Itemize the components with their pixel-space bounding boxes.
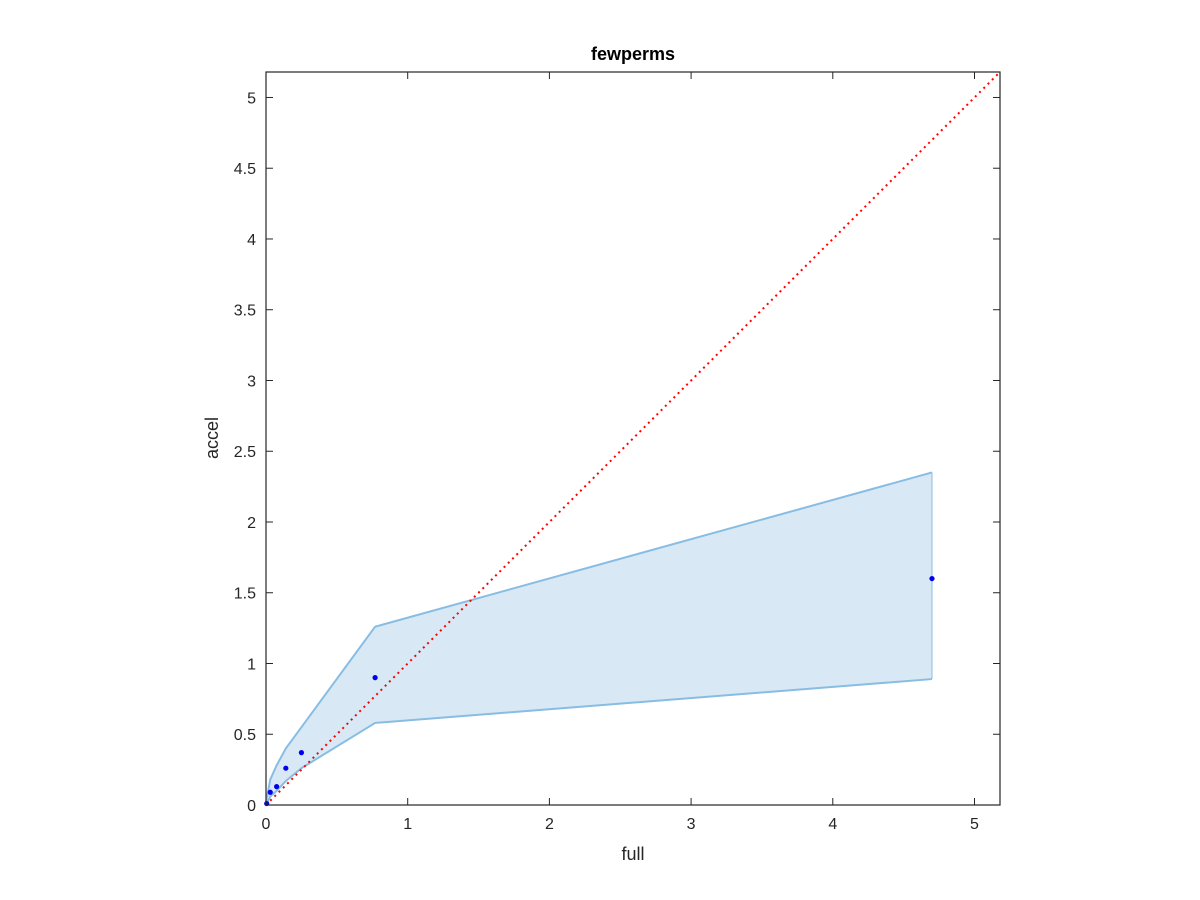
axes-box <box>265 71 1001 806</box>
y-tick-label: 4.5 <box>234 161 256 178</box>
y-tick-label: 4 <box>247 232 256 249</box>
axes <box>265 71 1001 806</box>
x-ticks: 0 1 2 3 4 5 <box>262 72 979 833</box>
band-upper-edge <box>265 471 933 803</box>
y-tick-label: 0.5 <box>234 727 256 744</box>
data-point <box>267 789 273 795</box>
data-points <box>264 575 935 807</box>
data-point <box>372 675 378 681</box>
confidence-band <box>265 471 933 806</box>
y-tick-label: 1 <box>247 656 256 673</box>
y-tick-label: 2 <box>247 515 256 532</box>
y-tick-label: 3.5 <box>234 303 256 320</box>
y-tick-label: 3 <box>247 373 256 390</box>
data-point <box>274 784 280 790</box>
chart-title: fewperms <box>591 44 675 64</box>
band-lower-edge <box>265 678 933 806</box>
y-tick-label: 0 <box>247 798 256 815</box>
reference-diagonal <box>265 71 1001 806</box>
x-tick-label: 0 <box>262 816 271 833</box>
y-axis-label: accel <box>202 417 222 459</box>
band-fill <box>266 472 932 805</box>
reference-line <box>265 71 1001 806</box>
x-tick-label: 4 <box>828 816 837 833</box>
data-point <box>298 750 305 756</box>
x-tick-label: 1 <box>403 816 412 833</box>
y-tick-label: 1.5 <box>234 586 256 603</box>
x-axis-label: full <box>621 844 644 864</box>
x-tick-label: 5 <box>970 816 979 833</box>
x-tick-label: 3 <box>687 816 696 833</box>
y-ticks: 0 0.5 1 1.5 2 2.5 3 3.5 4 4.5 5 <box>234 90 1000 815</box>
data-point <box>283 765 289 771</box>
y-tick-label: 5 <box>247 90 256 107</box>
y-tick-label: 2.5 <box>234 444 256 461</box>
data-point <box>929 575 935 582</box>
x-tick-label: 2 <box>545 816 554 833</box>
